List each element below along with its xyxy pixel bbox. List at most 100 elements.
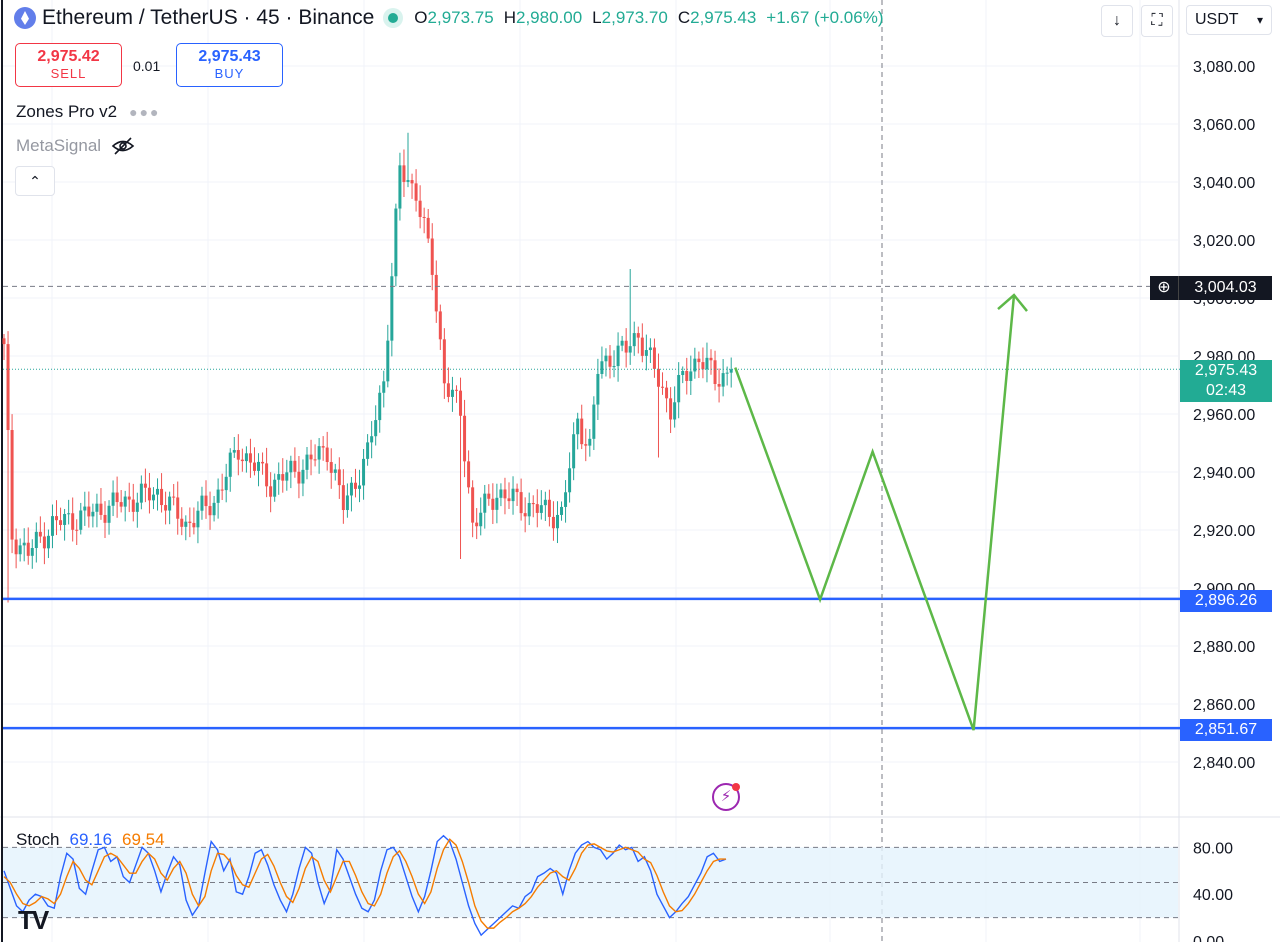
price-pane xyxy=(2,0,1180,942)
last-price-tag: 2,975.43 02:43 xyxy=(1180,360,1272,402)
crosshair-price-value: 3,004.03 xyxy=(1194,279,1257,296)
ethereum-icon xyxy=(14,7,36,29)
candle-body xyxy=(459,390,463,416)
candle-body xyxy=(434,274,438,312)
candle-body xyxy=(127,496,131,500)
candle-body xyxy=(192,522,196,528)
fullscreen-icon[interactable]: ⛶ xyxy=(1141,5,1173,37)
currency-select[interactable]: USDT ▾ xyxy=(1186,5,1272,35)
candle-body xyxy=(374,420,378,437)
candle-body xyxy=(200,495,204,511)
indicator-zones[interactable]: Zones Pro v2 ●●● xyxy=(16,102,160,122)
candle-body xyxy=(325,447,329,463)
candle-body xyxy=(143,483,147,488)
candle-body xyxy=(729,369,733,373)
chevron-down-icon: ▾ xyxy=(1256,13,1263,27)
ohlc-open-value: 2,973.75 xyxy=(427,8,494,27)
candle-body xyxy=(491,498,495,510)
candle-body xyxy=(305,454,309,470)
candle-body xyxy=(410,180,414,184)
stoch-legend[interactable]: Stoch 69.16 69.54 xyxy=(16,830,165,850)
candle-body xyxy=(499,489,503,498)
candle-body xyxy=(91,511,95,517)
indicator-metasignal[interactable]: MetaSignal xyxy=(16,136,135,156)
add-alert-icon[interactable]: ⊕ xyxy=(1150,276,1179,300)
tradingview-logo[interactable]: TV xyxy=(18,905,49,935)
stoch-label: Stoch xyxy=(16,830,60,849)
candle-body xyxy=(67,513,71,515)
candle-body xyxy=(555,514,559,529)
level-2-value: 2,851.67 xyxy=(1194,721,1258,738)
symbol-header: Ethereum / TetherUS · 45 · Binance O2,97… xyxy=(14,6,884,30)
level-tag-2: 2,851.67 xyxy=(1180,719,1272,741)
candle-body xyxy=(236,450,240,460)
ohlc-low-key: L xyxy=(592,8,602,27)
candle-body xyxy=(119,502,123,507)
price-change: +1.67 (+0.06%) xyxy=(766,8,884,27)
candle-body xyxy=(188,521,192,523)
candle-body xyxy=(713,360,717,385)
candle-body xyxy=(519,492,523,514)
candle-body xyxy=(269,486,273,497)
price-tick-label: 2,920.00 xyxy=(1193,523,1255,540)
stoch-k-line xyxy=(3,834,727,937)
market-open-icon xyxy=(388,13,399,23)
buy-button[interactable]: 2,975.43 BUY xyxy=(176,43,283,87)
candle-body xyxy=(115,492,119,503)
candle-body xyxy=(196,510,200,528)
candle-body xyxy=(665,387,669,399)
lightning-alert-icon[interactable]: ⚡ xyxy=(712,783,740,811)
candle-body xyxy=(612,366,616,368)
candle-body xyxy=(402,165,406,182)
candle-body xyxy=(204,495,208,507)
candle-body xyxy=(636,333,640,338)
candle-body xyxy=(624,340,628,353)
indicator-zones-label: Zones Pro v2 xyxy=(16,102,118,121)
ohlc-open-key: O xyxy=(414,8,428,27)
candle-body xyxy=(656,368,660,387)
candle-body xyxy=(446,383,450,397)
candle-body xyxy=(341,485,345,511)
candle-body xyxy=(495,497,499,510)
candle-body xyxy=(95,503,99,512)
candle-body xyxy=(160,488,164,506)
candle-body xyxy=(313,459,317,461)
sell-label: SELL xyxy=(50,66,87,81)
candle-body xyxy=(135,502,139,512)
bar-countdown: 02:43 xyxy=(1205,382,1247,399)
sell-button[interactable]: 2,975.42 SELL xyxy=(15,43,122,87)
symbol-title[interactable]: Ethereum / TetherUS · 45 · Binance xyxy=(42,6,375,29)
candle-body xyxy=(75,529,79,531)
download-arrow-icon[interactable]: ↓ xyxy=(1101,5,1133,37)
candle-body xyxy=(604,355,608,362)
candle-body xyxy=(224,476,228,491)
candle-body xyxy=(454,389,458,391)
candle-body xyxy=(10,430,14,540)
candle-body xyxy=(572,434,576,469)
collapse-legend-button[interactable]: ⌃ xyxy=(15,166,55,196)
candle-body xyxy=(244,453,248,462)
stoch-tick-label: 80.00 xyxy=(1193,840,1233,857)
candle-body xyxy=(285,472,289,481)
eye-hidden-icon[interactable] xyxy=(111,137,135,155)
order-quantity[interactable]: 0.01 xyxy=(133,58,161,74)
level-1-value: 2,896.26 xyxy=(1194,592,1258,609)
stoch-tick-label: 0.00 xyxy=(1193,934,1224,942)
candle-body xyxy=(370,436,374,443)
price-tick-label: 2,840.00 xyxy=(1193,755,1255,772)
candle-body xyxy=(406,180,410,182)
candle-body xyxy=(273,479,277,497)
candle-body xyxy=(616,345,620,367)
price-axis: 3,080.003,060.003,040.003,020.003,000.00… xyxy=(1193,59,1255,942)
candle-body xyxy=(705,357,709,370)
candle-body xyxy=(38,531,42,537)
candle-body xyxy=(620,340,624,346)
candle-body xyxy=(99,503,103,515)
candle-body xyxy=(46,535,50,549)
candle-body xyxy=(50,516,54,536)
candle-body xyxy=(337,469,341,486)
candle-body xyxy=(673,402,677,420)
candle-body xyxy=(487,493,491,499)
candle-body xyxy=(442,339,446,384)
